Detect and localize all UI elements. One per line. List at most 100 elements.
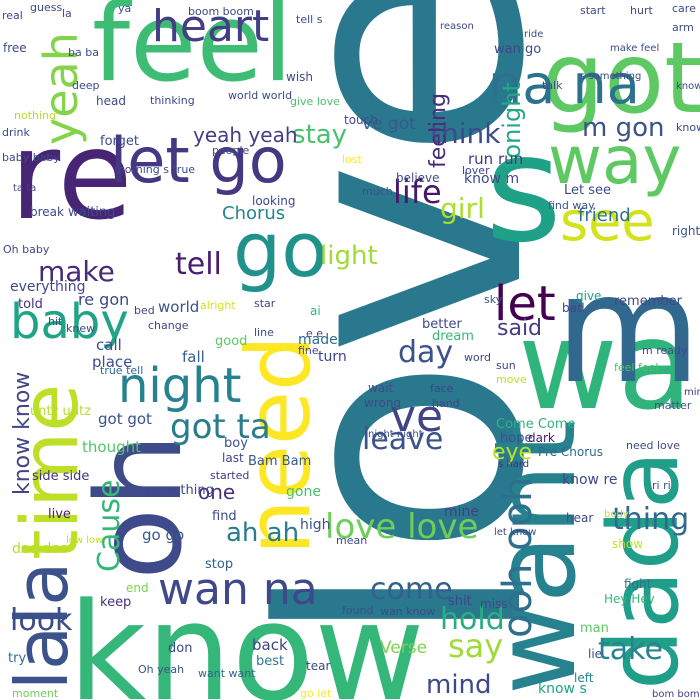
word-go-go: go go	[142, 526, 185, 544]
word-waiting: waiting	[68, 205, 116, 220]
word-world-world: world world	[228, 89, 293, 102]
word-know-m: know m	[464, 171, 520, 187]
word-best: best	[256, 654, 285, 669]
word-made: made	[298, 332, 338, 348]
word-let-know: let know	[494, 527, 537, 538]
word-show: show	[612, 537, 644, 551]
word-think: think	[430, 117, 501, 150]
word-chorus: Chorus	[222, 203, 286, 224]
word-night-night: night night	[368, 429, 423, 440]
word-live: live	[48, 507, 71, 522]
word-care: care	[672, 2, 696, 15]
word-forget: forget	[100, 134, 139, 149]
word-free: free	[3, 41, 27, 55]
word-e-e: e e	[306, 327, 324, 340]
word-say: say	[448, 627, 504, 665]
word-stop: stop	[205, 557, 234, 572]
word-let: let	[494, 276, 556, 332]
word-make-feel: make feel	[610, 43, 660, 54]
word-shit: shit	[448, 594, 472, 609]
word-one: one	[198, 480, 236, 504]
word-hey-hey: Hey Hey	[604, 592, 655, 606]
word-ah-ah: ah ah	[226, 518, 300, 548]
word-mine: mine	[444, 504, 480, 520]
word-wrong: wrong	[364, 396, 402, 410]
word-baby-baby: baby baby	[2, 151, 60, 164]
word-moment: moment	[12, 687, 59, 700]
word-friend: friend	[578, 205, 631, 226]
word-back: back	[252, 636, 288, 654]
word-turn: turn	[318, 349, 347, 365]
word-lover: lover	[462, 164, 490, 177]
word-boom-boom: boom boom	[188, 5, 254, 18]
word-let-see: Let see	[564, 183, 612, 198]
word-lost: lost	[342, 153, 362, 166]
word-reason: reason	[440, 21, 474, 32]
word-m-ready: m ready	[642, 344, 688, 357]
word-eye: eye	[492, 440, 533, 465]
word-know: know	[68, 574, 425, 700]
word-looking: looking	[252, 194, 296, 208]
word-try: try	[8, 651, 27, 666]
word-mind-mind: mind mind	[684, 387, 700, 398]
word-high: high	[300, 517, 331, 533]
word-alright: alright	[200, 299, 236, 312]
word-light: light	[320, 241, 378, 271]
word-body: body	[604, 509, 629, 520]
word-leave: leave	[362, 422, 444, 457]
word-ya: ya	[118, 2, 132, 15]
word-good: good	[215, 334, 248, 349]
word-know-re: know re	[562, 472, 618, 488]
word-tear: tear	[306, 659, 331, 673]
word-hold: hold	[440, 602, 505, 637]
word-deep: deep	[72, 79, 100, 92]
word-na-na: na na	[488, 53, 640, 116]
word-start: start	[580, 4, 606, 17]
word-re-gon: re gon	[78, 290, 130, 309]
word-stay: stay	[292, 120, 348, 150]
word-thing: thing	[612, 502, 690, 537]
word-end: end	[126, 581, 149, 595]
word-talk: talk	[542, 79, 563, 92]
word-side-side: side side	[32, 469, 90, 484]
word-ai: ai	[310, 304, 321, 318]
word-drink: drink	[2, 126, 30, 139]
word-bad: bad	[562, 301, 585, 315]
word-know-ve: know ve	[676, 81, 700, 92]
word-started: started	[210, 469, 250, 482]
word-got: got	[542, 22, 700, 136]
word-last: last	[222, 451, 244, 465]
word-run-run: run run	[468, 150, 524, 168]
word-s-hard: s hard	[498, 459, 530, 470]
word-believe: believe	[396, 171, 440, 185]
word-sun: sun	[496, 359, 516, 372]
word-ve-got: ve got	[362, 114, 416, 134]
word-fight: fight	[624, 577, 652, 591]
word-got-got: got got	[98, 410, 152, 428]
word-sky: sky	[484, 293, 503, 306]
word-line: line	[254, 326, 274, 339]
word-ride: ride	[524, 29, 544, 40]
word-star: star	[254, 297, 276, 310]
word-go-let: go let	[300, 687, 332, 700]
word-take: take	[598, 632, 663, 667]
word-go: go	[233, 205, 328, 294]
word-arm: arm	[672, 21, 694, 34]
word-remember: remember	[614, 294, 682, 309]
word-place: place	[92, 353, 133, 371]
word-thinking: thinking	[150, 94, 195, 107]
word-see: see	[560, 190, 655, 253]
word-come-come: Come Come	[496, 417, 576, 432]
word-m-gon: m gon	[582, 113, 665, 143]
word-knew: knew	[66, 322, 96, 335]
word-fine: fine	[298, 344, 319, 357]
word-untz-untz: untz untz	[30, 404, 91, 419]
word-matter: matter	[654, 399, 692, 412]
word-man: man	[580, 621, 609, 636]
word-boy: boy	[224, 436, 248, 451]
word-real: real	[2, 9, 23, 22]
word-hurt: hurt	[630, 4, 653, 17]
word-mind: mind	[426, 670, 492, 700]
word-face: face	[430, 382, 454, 395]
word-thought: thought	[82, 438, 141, 456]
